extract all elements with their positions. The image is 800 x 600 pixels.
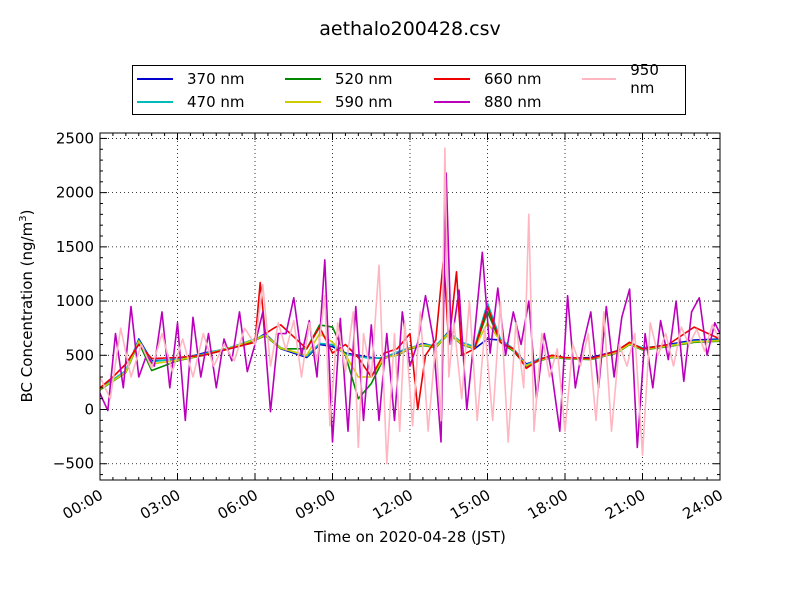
x-tick-label: 00:00 bbox=[60, 486, 106, 523]
y-tick-label: 2500 bbox=[56, 129, 94, 147]
y-tick-label: −500 bbox=[53, 455, 94, 473]
legend-label: 950 nm bbox=[630, 61, 659, 97]
legend-item: 370 nm bbox=[137, 68, 245, 90]
series-layer bbox=[100, 147, 720, 465]
legend-item: 590 nm bbox=[285, 91, 393, 113]
legend-swatch bbox=[285, 101, 321, 103]
legend-label: 660 nm bbox=[484, 70, 542, 88]
grid-layer bbox=[100, 133, 720, 480]
x-tick-label: 21:00 bbox=[602, 486, 648, 523]
legend-swatch bbox=[434, 101, 470, 103]
legend-item: 880 nm bbox=[434, 91, 542, 113]
y-tick-label: 1000 bbox=[56, 292, 94, 310]
legend-item: 520 nm bbox=[285, 68, 393, 90]
x-axis-label: Time on 2020-04-28 (JST) bbox=[314, 528, 506, 546]
legend-item: 470 nm bbox=[137, 91, 245, 113]
series-line bbox=[100, 147, 720, 465]
legend-label: 880 nm bbox=[484, 93, 542, 111]
tick-layer bbox=[99, 133, 721, 480]
legend-label: 590 nm bbox=[335, 93, 393, 111]
legend-swatch bbox=[137, 78, 173, 80]
x-tick-label: 09:00 bbox=[292, 486, 338, 523]
legend-swatch bbox=[434, 78, 470, 80]
x-tick-label: 06:00 bbox=[215, 486, 261, 523]
legend-label: 520 nm bbox=[335, 70, 393, 88]
x-tick-label: 24:00 bbox=[680, 486, 726, 523]
y-axis-label-close: ) bbox=[18, 209, 36, 216]
legend-label: 470 nm bbox=[187, 93, 245, 111]
legend-swatch bbox=[582, 78, 617, 80]
tick-label-layer: 00:00 03:00 06:00 09:00 12:00 15:00 18:00 21:00… bbox=[53, 129, 726, 523]
legend-item: 660 nm bbox=[434, 68, 542, 90]
y-tick-label: 2000 bbox=[56, 184, 94, 202]
x-tick-label: 03:00 bbox=[137, 486, 183, 523]
x-tick-label: 15:00 bbox=[447, 486, 493, 523]
y-tick-label: 500 bbox=[65, 346, 94, 364]
y-axis-label-text: BC Concentration (ng/m bbox=[18, 221, 36, 403]
y-axis-label: BC Concentration (ng/m3) bbox=[18, 210, 36, 403]
legend-label: 370 nm bbox=[187, 70, 245, 88]
y-tick-label: 1500 bbox=[56, 238, 94, 256]
chart-title: aethalo200428.csv bbox=[319, 18, 501, 40]
legend-swatch bbox=[285, 78, 321, 80]
legend-swatch bbox=[137, 101, 173, 103]
y-axis-label-superscript: 3 bbox=[18, 215, 29, 222]
series-line bbox=[100, 172, 720, 449]
chart-legend: 370 nm 470 nm 520 nm 590 nm 660 nm 880 nm 950 … bbox=[132, 61, 686, 115]
x-tick-label: 12:00 bbox=[370, 486, 416, 523]
x-tick-label: 18:00 bbox=[525, 486, 571, 523]
y-tick-label: 0 bbox=[84, 401, 94, 419]
legend-item: 950 nm bbox=[582, 61, 685, 97]
